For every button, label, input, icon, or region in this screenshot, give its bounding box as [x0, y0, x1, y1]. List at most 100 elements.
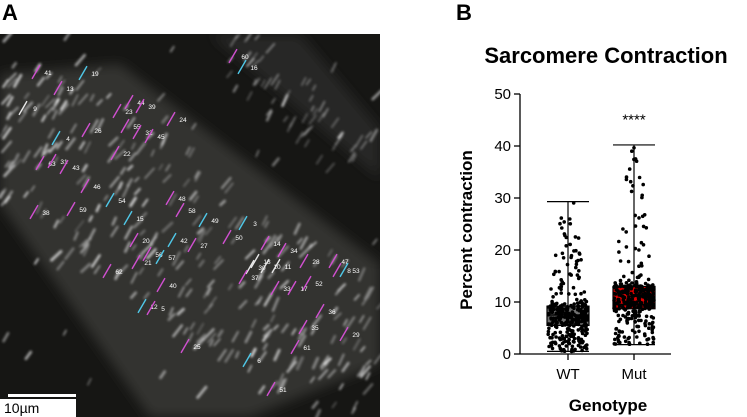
y-tick-label: 30	[494, 190, 511, 207]
sarcomere-stripe	[341, 337, 348, 345]
sarcomere-stripe	[62, 329, 67, 336]
measurement-marker-line	[339, 326, 349, 342]
sarcomere-stripe	[224, 349, 234, 363]
sarcomere-stripe	[65, 137, 76, 151]
measurement-marker-line	[339, 262, 349, 278]
sarcomere-stripe	[22, 101, 34, 113]
data-point	[623, 307, 628, 312]
data-point	[584, 305, 588, 309]
scale-bar-box	[0, 399, 76, 417]
sarcomere-stripe	[96, 118, 105, 132]
data-point	[564, 244, 568, 248]
data-point	[570, 318, 575, 323]
sarcomere-stripe	[299, 236, 308, 250]
sarcomere-stripe	[114, 184, 122, 196]
data-point	[616, 313, 621, 318]
data-point	[632, 312, 637, 317]
sarcomere-stripe	[18, 110, 27, 123]
sarcomere-stripe	[281, 261, 290, 272]
measurement-marker-label: 55	[133, 124, 141, 131]
data-point	[621, 284, 626, 289]
measurement-marker-line	[135, 98, 145, 114]
sarcomere-stripe	[271, 296, 280, 312]
data-point	[568, 242, 572, 247]
sarcomere-stripe	[258, 55, 265, 63]
data-point	[622, 274, 626, 279]
data-point	[613, 337, 617, 342]
sarcomere-stripe	[261, 215, 268, 226]
data-point	[569, 349, 574, 354]
sarcomere-stripe	[139, 229, 146, 236]
sarcomere-stripe	[129, 196, 137, 208]
data-point	[630, 294, 634, 298]
sarcomere-stripe	[234, 350, 240, 359]
measurement-marker-line	[315, 303, 325, 319]
data-point	[651, 316, 656, 320]
sarcomere-stripe	[185, 278, 192, 286]
sarcomere-stripe	[341, 361, 350, 373]
sarcomere-stripe	[128, 152, 137, 162]
sarcomere-stripe	[183, 327, 189, 335]
data-point	[626, 336, 630, 341]
data-point	[629, 189, 634, 194]
measurement-marker-line	[156, 277, 166, 293]
data-point	[576, 336, 580, 341]
data-point	[614, 327, 618, 331]
data-point	[576, 305, 580, 309]
data-point	[617, 290, 622, 295]
sarcomere-stripe	[196, 227, 205, 235]
sarcomere-stripe	[364, 286, 372, 300]
sarcomere-stripe	[274, 79, 281, 90]
data-point	[579, 326, 583, 331]
y-axis-label: Percent contraction	[457, 150, 476, 310]
data-point	[651, 340, 655, 345]
data-point	[627, 295, 631, 299]
data-point	[553, 340, 557, 345]
sarcomere-stripe	[144, 167, 155, 179]
data-point	[628, 179, 633, 184]
data-point	[630, 149, 634, 153]
data-point	[627, 304, 631, 309]
sarcomere-stripe	[24, 350, 33, 361]
data-point	[632, 146, 636, 150]
data-point	[579, 291, 583, 296]
sarcomere-stripe	[266, 329, 272, 338]
sarcomere-stripe	[74, 53, 86, 67]
sarcomere-stripe	[84, 141, 91, 154]
sarcomere-stripe	[202, 328, 215, 341]
sarcomere-stripe	[332, 306, 339, 315]
measurement-marker-line	[242, 352, 252, 368]
sarcomere-stripe	[214, 255, 222, 265]
data-point	[637, 264, 641, 268]
data-point	[570, 310, 575, 314]
sarcomere-stripe	[8, 160, 14, 169]
sarcomere-stripe	[48, 142, 58, 154]
sarcomere-stripe	[1, 94, 11, 105]
measurement-marker-line	[132, 124, 142, 140]
sarcomere-stripe	[254, 274, 264, 289]
sarcomere-stripe	[194, 171, 202, 182]
data-point	[634, 280, 639, 284]
sarcomere-stripe	[243, 51, 252, 62]
data-point	[627, 342, 632, 347]
sarcomere-stripe	[315, 408, 322, 417]
data-point	[582, 309, 586, 314]
sarcomere-stripe	[88, 215, 94, 222]
data-point	[645, 342, 650, 347]
data-point	[631, 184, 635, 188]
sarcomere-stripe	[122, 184, 130, 198]
sarcomere-stripe	[310, 328, 316, 336]
sarcomere-stripe	[323, 357, 332, 366]
sarcomere-stripe	[339, 383, 344, 390]
data-point	[576, 328, 581, 332]
sarcomere-stripe	[293, 222, 301, 235]
measurement-marker-label: 60	[241, 54, 249, 61]
measurement-marker-line	[290, 339, 300, 355]
data-point	[627, 283, 632, 287]
sarcomere-stripe	[310, 323, 315, 330]
measurement-marker-label: 56	[155, 252, 163, 259]
sarcomere-stripe	[196, 385, 208, 399]
measurement-marker-label: 10	[273, 264, 281, 271]
sarcomere-stripe	[95, 203, 101, 213]
measurement-marker-label: 50	[235, 235, 243, 242]
